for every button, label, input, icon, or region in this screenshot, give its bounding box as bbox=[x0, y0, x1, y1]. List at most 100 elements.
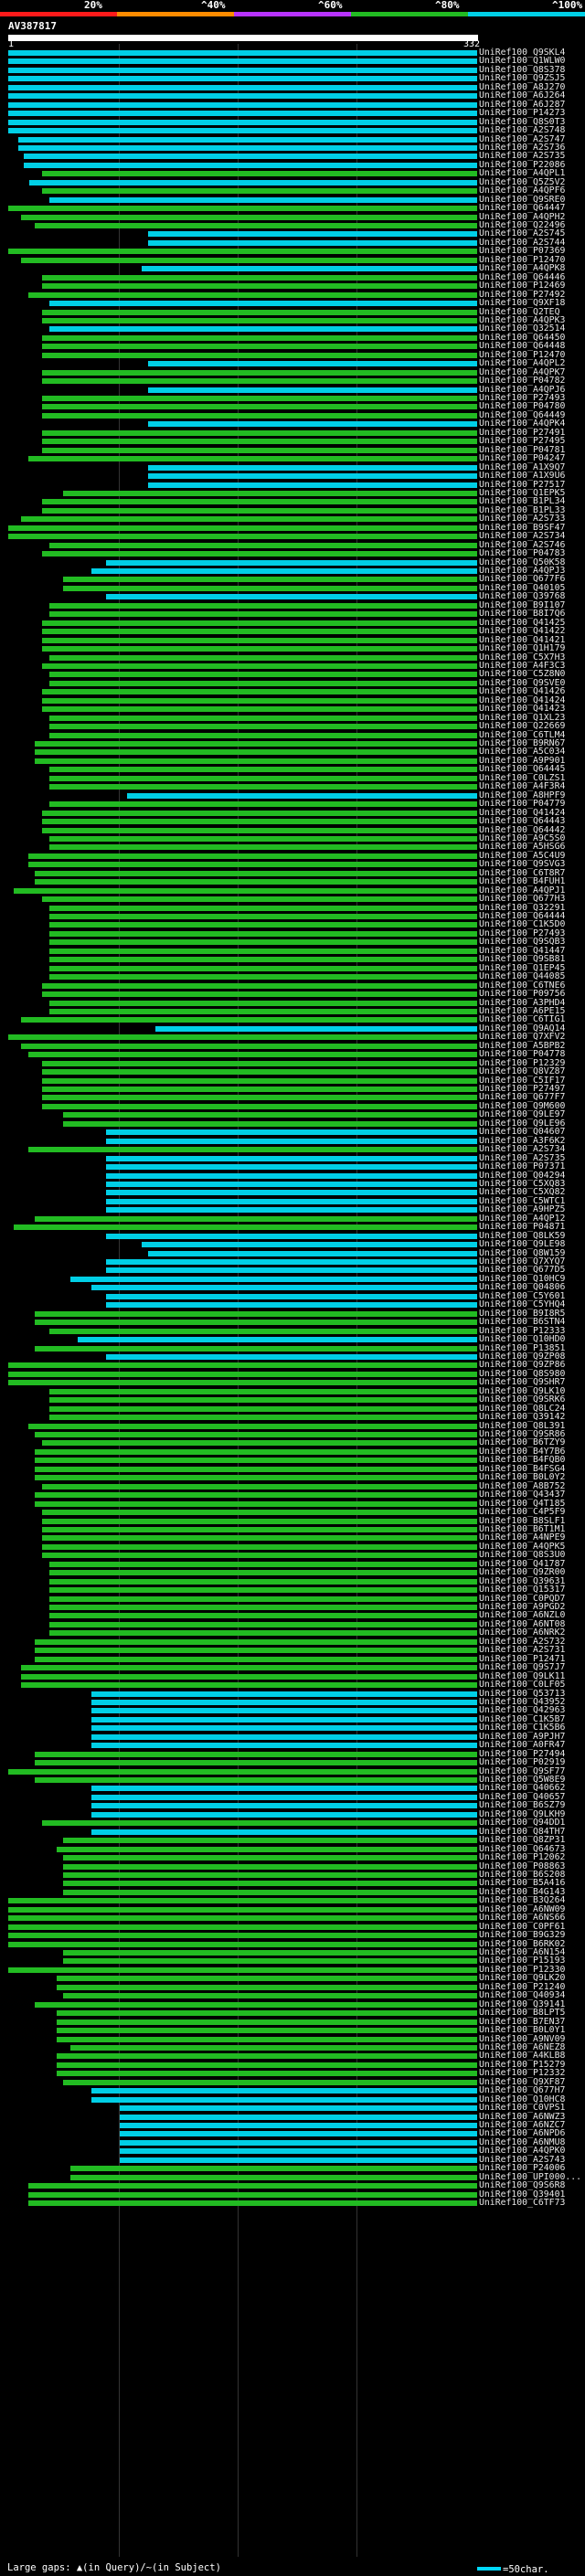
hit-accession-link[interactable]: UniRef100_A2S734 bbox=[479, 531, 566, 542]
hit-bar[interactable] bbox=[48, 680, 477, 686]
hit-accession-link[interactable]: UniRef100_P07369 bbox=[479, 246, 566, 257]
hit-accession-link[interactable]: UniRef100_A6J264 bbox=[479, 90, 566, 101]
hit-bar[interactable] bbox=[148, 361, 477, 367]
hit-bar[interactable] bbox=[42, 896, 477, 903]
hit-accession-link[interactable]: UniRef100_B7EN37 bbox=[479, 2016, 566, 2027]
hit-bar[interactable] bbox=[27, 456, 477, 462]
hit-accession-link[interactable]: UniRef100_C5WTC1 bbox=[479, 1195, 566, 1206]
hit-bar[interactable] bbox=[35, 2001, 477, 2008]
hit-accession-link[interactable]: UniRef100_P27492 bbox=[479, 289, 566, 300]
hit-bar[interactable] bbox=[42, 646, 477, 652]
hit-bar[interactable] bbox=[8, 1941, 477, 1947]
hit-accession-link[interactable]: UniRef100_A2S746 bbox=[479, 539, 566, 550]
hit-bar[interactable] bbox=[8, 58, 477, 65]
hit-bar[interactable] bbox=[120, 2148, 477, 2155]
hit-bar[interactable] bbox=[91, 1708, 477, 1714]
hit-bar[interactable] bbox=[27, 2200, 477, 2207]
hit-bar[interactable] bbox=[120, 2131, 477, 2137]
hit-accession-link[interactable]: UniRef100_A1X9Q7 bbox=[479, 461, 566, 472]
hit-accession-link[interactable]: UniRef100_Q8S3U0 bbox=[479, 1550, 566, 1561]
hit-accession-link[interactable]: UniRef100_Q1EP45 bbox=[479, 962, 566, 973]
hit-accession-link[interactable]: UniRef100_A4QPJ3 bbox=[479, 566, 566, 576]
hit-accession-link[interactable]: UniRef100_B1PL33 bbox=[479, 504, 566, 515]
hit-bar[interactable] bbox=[35, 1458, 477, 1464]
hit-bar[interactable] bbox=[42, 827, 477, 833]
hit-bar[interactable] bbox=[48, 301, 477, 307]
hit-bar[interactable] bbox=[48, 715, 477, 721]
hit-accession-link[interactable]: UniRef100_B6RK02 bbox=[479, 1938, 566, 1949]
hit-bar[interactable] bbox=[48, 602, 477, 609]
hit-accession-link[interactable]: UniRef100_P04871 bbox=[479, 1222, 566, 1233]
hit-accession-link[interactable]: UniRef100_A4QP12 bbox=[479, 1213, 566, 1224]
hit-bar[interactable] bbox=[42, 991, 477, 998]
hit-accession-link[interactable]: UniRef100_C5IF17 bbox=[479, 1075, 566, 1086]
hit-accession-link[interactable]: UniRef100_A4F3R4 bbox=[479, 781, 566, 792]
hit-accession-link[interactable]: UniRef100_B4G143 bbox=[479, 1886, 566, 1897]
hit-bar[interactable] bbox=[42, 317, 477, 323]
hit-bar[interactable] bbox=[70, 2166, 477, 2172]
hit-accession-link[interactable]: UniRef100_Q9LE96 bbox=[479, 1118, 566, 1129]
hit-accession-link[interactable]: UniRef100_C6TLM4 bbox=[479, 729, 566, 740]
hit-accession-link[interactable]: UniRef100_P07371 bbox=[479, 1161, 566, 1172]
hit-accession-link[interactable]: UniRef100_A5BPB2 bbox=[479, 1040, 566, 1051]
hit-bar[interactable] bbox=[42, 334, 477, 341]
hit-bar[interactable] bbox=[24, 154, 477, 160]
hit-bar[interactable] bbox=[27, 2183, 477, 2189]
hit-bar[interactable] bbox=[48, 1397, 477, 1404]
hit-bar[interactable] bbox=[8, 525, 477, 531]
hit-accession-link[interactable]: UniRef100_A4F3C3 bbox=[479, 660, 566, 671]
hit-bar[interactable] bbox=[8, 1924, 477, 1930]
hit-accession-link[interactable]: UniRef100_A2S745 bbox=[479, 228, 566, 239]
hit-bar[interactable] bbox=[42, 1526, 477, 1532]
hit-accession-link[interactable]: UniRef100_C5Y601 bbox=[479, 1290, 566, 1301]
hit-accession-link[interactable]: UniRef100_C5YHQ4 bbox=[479, 1299, 566, 1310]
hit-bar[interactable] bbox=[42, 499, 477, 505]
hit-bar[interactable] bbox=[27, 2191, 477, 2198]
hit-bar[interactable] bbox=[20, 1682, 477, 1689]
hit-accession-link[interactable]: UniRef100_Q5W8E9 bbox=[479, 1775, 566, 1785]
hit-bar[interactable] bbox=[56, 1976, 477, 1982]
hit-bar[interactable] bbox=[63, 577, 477, 583]
hit-bar[interactable] bbox=[105, 1207, 477, 1214]
hit-accession-link[interactable]: UniRef100_P09756 bbox=[479, 989, 566, 1000]
hit-accession-link[interactable]: UniRef100_Q1XL23 bbox=[479, 712, 566, 723]
hit-accession-link[interactable]: UniRef100_Q677F6 bbox=[479, 574, 566, 585]
hit-bar[interactable] bbox=[141, 1242, 477, 1248]
hit-accession-link[interactable]: UniRef100_A9P901 bbox=[479, 755, 566, 766]
hit-accession-link[interactable]: UniRef100_Q10HC9 bbox=[479, 1273, 566, 1284]
hit-accession-link[interactable]: UniRef100_A6NT08 bbox=[479, 1618, 566, 1629]
hit-bar[interactable] bbox=[48, 1328, 477, 1334]
hit-bar[interactable] bbox=[17, 136, 477, 143]
hit-bar[interactable] bbox=[148, 473, 477, 480]
hit-accession-link[interactable]: UniRef100_Q9ZR00 bbox=[479, 1567, 566, 1578]
hit-bar[interactable] bbox=[63, 490, 477, 496]
hit-accession-link[interactable]: UniRef100_Q64447 bbox=[479, 203, 566, 214]
hit-accession-link[interactable]: UniRef100_Q9ZP86 bbox=[479, 1360, 566, 1371]
hit-bar[interactable] bbox=[148, 1250, 477, 1256]
hit-bar[interactable] bbox=[56, 1846, 477, 1852]
hit-accession-link[interactable]: UniRef100_Q9S7J7 bbox=[479, 1662, 566, 1673]
hit-accession-link[interactable]: UniRef100_C5X7H3 bbox=[479, 652, 566, 663]
hit-bar[interactable] bbox=[42, 1095, 477, 1101]
hit-bar[interactable] bbox=[8, 1906, 477, 1913]
hit-bar[interactable] bbox=[42, 396, 477, 401]
hit-accession-link[interactable]: UniRef100_A3F6K2 bbox=[479, 1135, 566, 1146]
hit-accession-link[interactable]: UniRef100_C4P5F9 bbox=[479, 1507, 566, 1518]
hit-bar[interactable] bbox=[35, 1345, 477, 1352]
hit-bar[interactable] bbox=[35, 1492, 477, 1499]
hit-accession-link[interactable]: UniRef100_Q04294 bbox=[479, 1170, 566, 1181]
hit-accession-link[interactable]: UniRef100_B5A416 bbox=[479, 1878, 566, 1889]
hit-accession-link[interactable]: UniRef100_C5XQ83 bbox=[479, 1178, 566, 1189]
hit-bar[interactable] bbox=[35, 758, 477, 764]
hit-accession-link[interactable]: UniRef100_P15193 bbox=[479, 1956, 566, 1966]
hit-accession-link[interactable]: UniRef100_B9RN67 bbox=[479, 738, 566, 748]
hit-accession-link[interactable]: UniRef100_Q39142 bbox=[479, 1412, 566, 1423]
hit-accession-link[interactable]: UniRef100_A8B752 bbox=[479, 1480, 566, 1491]
hit-accession-link[interactable]: UniRef100_A4QPK3 bbox=[479, 314, 566, 325]
hit-bar[interactable] bbox=[56, 2053, 477, 2060]
hit-bar[interactable] bbox=[91, 1285, 477, 1291]
hit-bar[interactable] bbox=[91, 1803, 477, 1809]
hit-bar[interactable] bbox=[20, 214, 477, 220]
hit-accession-link[interactable]: UniRef100_Q64449 bbox=[479, 409, 566, 420]
hit-bar[interactable] bbox=[42, 352, 477, 358]
